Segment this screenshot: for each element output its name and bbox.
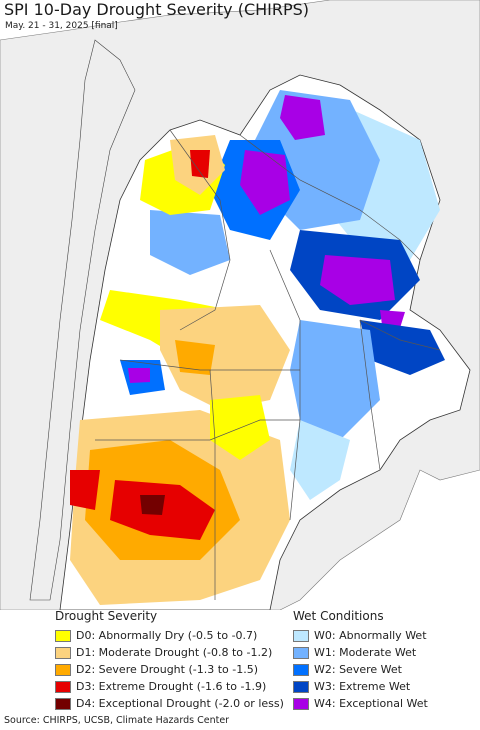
legend-item-d1: D1: Moderate Drought (-0.8 to -1.2) <box>55 644 284 661</box>
drought-d0-south <box>210 395 270 460</box>
legend-item-w2: W2: Severe Wet <box>293 661 428 678</box>
swatch-w1 <box>293 646 309 659</box>
swatch-d4 <box>55 697 71 710</box>
map-subtitle: May. 21 - 31, 2025 [final] <box>5 21 118 31</box>
wet-w1-east <box>290 320 380 440</box>
legend-label-w3: W3: Extreme Wet <box>314 680 411 693</box>
swatch-d1 <box>55 646 71 659</box>
drought-map <box>0 0 480 610</box>
swatch-d2 <box>55 663 71 676</box>
drought-d3-west <box>70 470 100 510</box>
legend-wet-heading: Wet Conditions <box>293 609 384 623</box>
source-credit: Source: CHIRPS, UCSB, Climate Hazards Ce… <box>4 715 230 726</box>
wet-w1-west <box>150 210 230 275</box>
swatch-w4 <box>293 697 309 710</box>
swatch-d0 <box>55 629 71 642</box>
map-title: SPI 10-Day Drought Severity (CHIRPS) <box>4 0 310 19</box>
drought-d1-center <box>160 305 290 410</box>
wet-w4-west <box>128 368 150 383</box>
swatch-w3 <box>293 680 309 693</box>
swatch-w2 <box>293 663 309 676</box>
legend-item-d4: D4: Exceptional Drought (-2.0 or less) <box>55 695 284 712</box>
chile-region <box>29 39 136 601</box>
legend-item-w0: W0: Abnormally Wet <box>293 627 428 644</box>
legend-item-w4: W4: Exceptional Wet <box>293 695 428 712</box>
legend-label-d2: D2: Severe Drought (-1.3 to -1.5) <box>76 663 259 676</box>
wet-w3-east <box>360 320 445 375</box>
wet-w4-northwest <box>240 150 290 215</box>
wet-w4-center <box>320 255 395 305</box>
admin-borders <box>95 129 441 600</box>
swatch-d3 <box>55 680 71 693</box>
legend-item-w1: W1: Moderate Wet <box>293 644 428 661</box>
drought-d4-south <box>140 495 165 515</box>
wet-w0-southeast <box>290 420 350 500</box>
wet-w4-small <box>380 310 405 328</box>
drought-d3-north <box>190 150 210 178</box>
legend-label-d3: D3: Extreme Drought (-1.6 to -1.9) <box>76 680 267 693</box>
legend-label-w1: W1: Moderate Wet <box>314 646 417 659</box>
legend-label-d4: D4: Exceptional Drought (-2.0 or less) <box>76 697 284 710</box>
legend-label-w2: W2: Severe Wet <box>314 663 402 676</box>
legend-label-w4: W4: Exceptional Wet <box>314 697 428 710</box>
legend-item-d2: D2: Severe Drought (-1.3 to -1.5) <box>55 661 284 678</box>
swatch-w0 <box>293 629 309 642</box>
legend-label-d0: D0: Abnormally Dry (-0.5 to -0.7) <box>76 629 258 642</box>
legend-drought: Drought Severity D0: Abnormally Dry (-0.… <box>55 609 284 712</box>
legend-drought-heading: Drought Severity <box>55 609 158 623</box>
legend-item-d0: D0: Abnormally Dry (-0.5 to -0.7) <box>55 627 284 644</box>
wet-w4-north <box>280 95 325 140</box>
legend-wet: Wet Conditions W0: Abnormally Wet W1: Mo… <box>293 609 428 712</box>
drought-d2-center <box>175 340 215 375</box>
legend-label-w0: W0: Abnormally Wet <box>314 629 427 642</box>
legend-item-w3: W3: Extreme Wet <box>293 678 428 695</box>
legend-label-d1: D1: Moderate Drought (-0.8 to -1.2) <box>76 646 273 659</box>
legend-item-d3: D3: Extreme Drought (-1.6 to -1.9) <box>55 678 284 695</box>
